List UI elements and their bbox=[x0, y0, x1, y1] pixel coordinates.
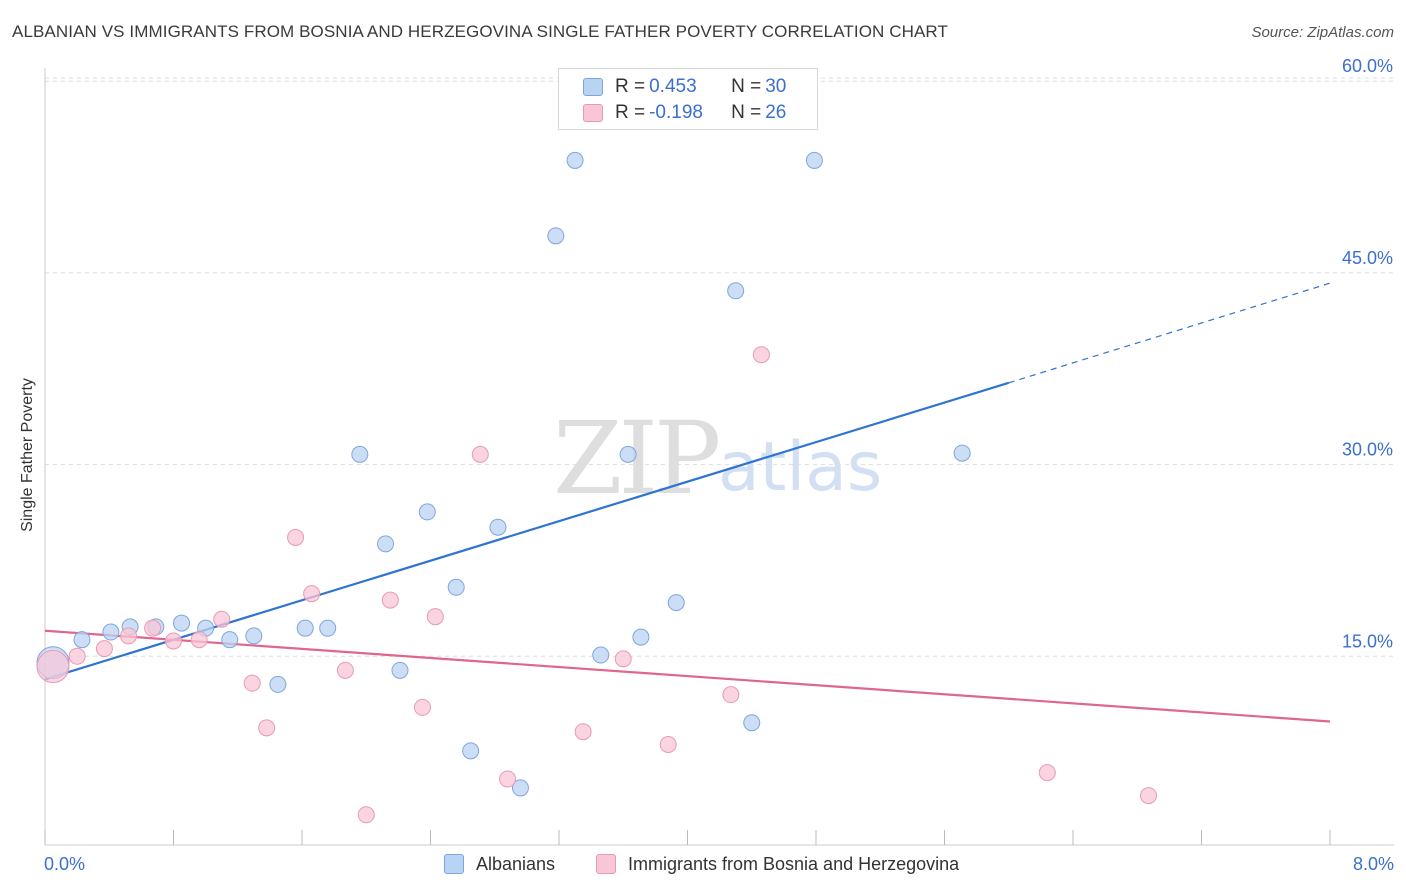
albanians-point bbox=[319, 619, 337, 637]
bosnia-point bbox=[165, 632, 182, 650]
albanians-point bbox=[377, 535, 395, 553]
bosnia-point bbox=[722, 686, 740, 704]
x-tick-label-min: 0.0% bbox=[44, 854, 85, 874]
bosnia-point bbox=[95, 640, 113, 658]
albanians-point bbox=[221, 631, 239, 649]
albanians-point bbox=[566, 151, 584, 169]
legend-r-value: -0.198 bbox=[649, 102, 703, 123]
grid-layer bbox=[45, 77, 1394, 657]
bosnia-legend-swatch bbox=[596, 854, 616, 874]
bosnia-point bbox=[752, 346, 770, 364]
albanians-point bbox=[102, 623, 120, 641]
bosnia-point bbox=[36, 650, 70, 684]
albanians-trend-extension bbox=[1008, 282, 1331, 384]
albanians-point bbox=[547, 227, 565, 245]
bosnia-point bbox=[357, 806, 375, 824]
legend-r-value: 0.453 bbox=[649, 76, 697, 97]
bosnia-point bbox=[614, 650, 632, 668]
bosnia-point bbox=[413, 698, 431, 716]
albanians-point bbox=[462, 742, 480, 760]
albanians-point bbox=[805, 151, 823, 169]
chart-title: ALBANIAN VS IMMIGRANTS FROM BOSNIA AND H… bbox=[12, 22, 948, 41]
bosnia-point bbox=[1038, 764, 1056, 782]
albanians-point bbox=[351, 445, 369, 463]
bosnia-legend-label: Immigrants from Bosnia and Herzegovina bbox=[628, 853, 960, 874]
albanians-point bbox=[489, 518, 507, 536]
bosnia-point bbox=[258, 719, 276, 737]
legend-r-label: R = bbox=[615, 102, 646, 123]
chart-source: Source: ZipAtlas.com bbox=[1251, 24, 1394, 41]
legend-n-value: 26 bbox=[765, 102, 787, 123]
albanians-point bbox=[592, 646, 610, 664]
legend-n-value: 30 bbox=[765, 76, 787, 97]
albanians-legend-label: Albanians bbox=[476, 853, 556, 874]
albanians-point bbox=[173, 614, 191, 632]
bosnia-point bbox=[144, 619, 162, 637]
legend-row-albanians: R = 0.453 N = 30 bbox=[583, 74, 786, 100]
albanians-point bbox=[632, 628, 650, 646]
x-tick-label-max: 8.0% bbox=[1353, 854, 1394, 874]
albanians-point bbox=[953, 444, 971, 462]
y-tick-label: 15.0% bbox=[1342, 631, 1393, 651]
legend-item-bosnia: Immigrants from Bosnia and Herzegovina bbox=[596, 852, 959, 876]
trend-layer bbox=[44, 282, 1331, 723]
bosnia-point bbox=[243, 674, 261, 692]
albanians-point bbox=[296, 619, 314, 637]
point-layer bbox=[36, 151, 1157, 824]
bosnia-point bbox=[336, 661, 354, 679]
axis-layer bbox=[44, 68, 1394, 846]
legend-row-bosnia: R = -0.198 N = 26 bbox=[583, 100, 786, 126]
bosnia-point bbox=[499, 770, 517, 788]
watermark-atlas: atlas bbox=[718, 428, 883, 507]
albanians-point bbox=[667, 594, 685, 612]
albanians-point bbox=[743, 714, 761, 732]
label-layer: 15.0% 30.0% 45.0% 60.0% 0.0% 8.0% bbox=[44, 56, 1394, 874]
albanians-point bbox=[245, 627, 263, 645]
albanians-point bbox=[727, 282, 745, 300]
bosnia-point bbox=[426, 608, 444, 626]
albanians-point bbox=[269, 675, 287, 693]
albanians-point bbox=[511, 779, 529, 797]
legend-n-label: N = bbox=[731, 76, 762, 97]
albanians-trend-line bbox=[44, 381, 1010, 681]
y-tick-label: 60.0% bbox=[1342, 56, 1393, 76]
bosnia-point bbox=[659, 735, 677, 753]
albanians-legend-swatch bbox=[444, 854, 464, 874]
albanians-point bbox=[73, 631, 91, 649]
bosnia-point bbox=[471, 445, 489, 463]
bosnia-point bbox=[190, 631, 208, 649]
bosnia-point bbox=[68, 647, 86, 665]
albanians-point bbox=[447, 578, 465, 596]
y-tick-label: 30.0% bbox=[1342, 440, 1393, 460]
albanians-swatch bbox=[583, 78, 603, 96]
legend-n-label: N = bbox=[731, 102, 762, 123]
albanians-point bbox=[619, 445, 637, 463]
bosnia-point bbox=[287, 528, 305, 546]
bosnia-trend-line bbox=[44, 629, 1331, 723]
bosnia-point bbox=[120, 627, 138, 645]
legend-r-label: R = bbox=[615, 76, 646, 97]
bosnia-point bbox=[1139, 787, 1157, 805]
bosnia-point bbox=[213, 610, 231, 628]
bosnia-point bbox=[381, 591, 399, 609]
legend-item-albanians: Albanians bbox=[444, 852, 555, 876]
bosnia-point bbox=[574, 723, 592, 741]
albanians-point bbox=[391, 661, 409, 679]
bosnia-point bbox=[303, 585, 321, 603]
y-axis-label: Single Father Poverty bbox=[19, 378, 36, 532]
y-tick-label: 45.0% bbox=[1342, 248, 1393, 268]
bosnia-swatch bbox=[583, 104, 603, 122]
albanians-point bbox=[418, 503, 436, 521]
correlation-legend: R = 0.453 N = 30 R = -0.198 N = 26 bbox=[558, 68, 818, 130]
